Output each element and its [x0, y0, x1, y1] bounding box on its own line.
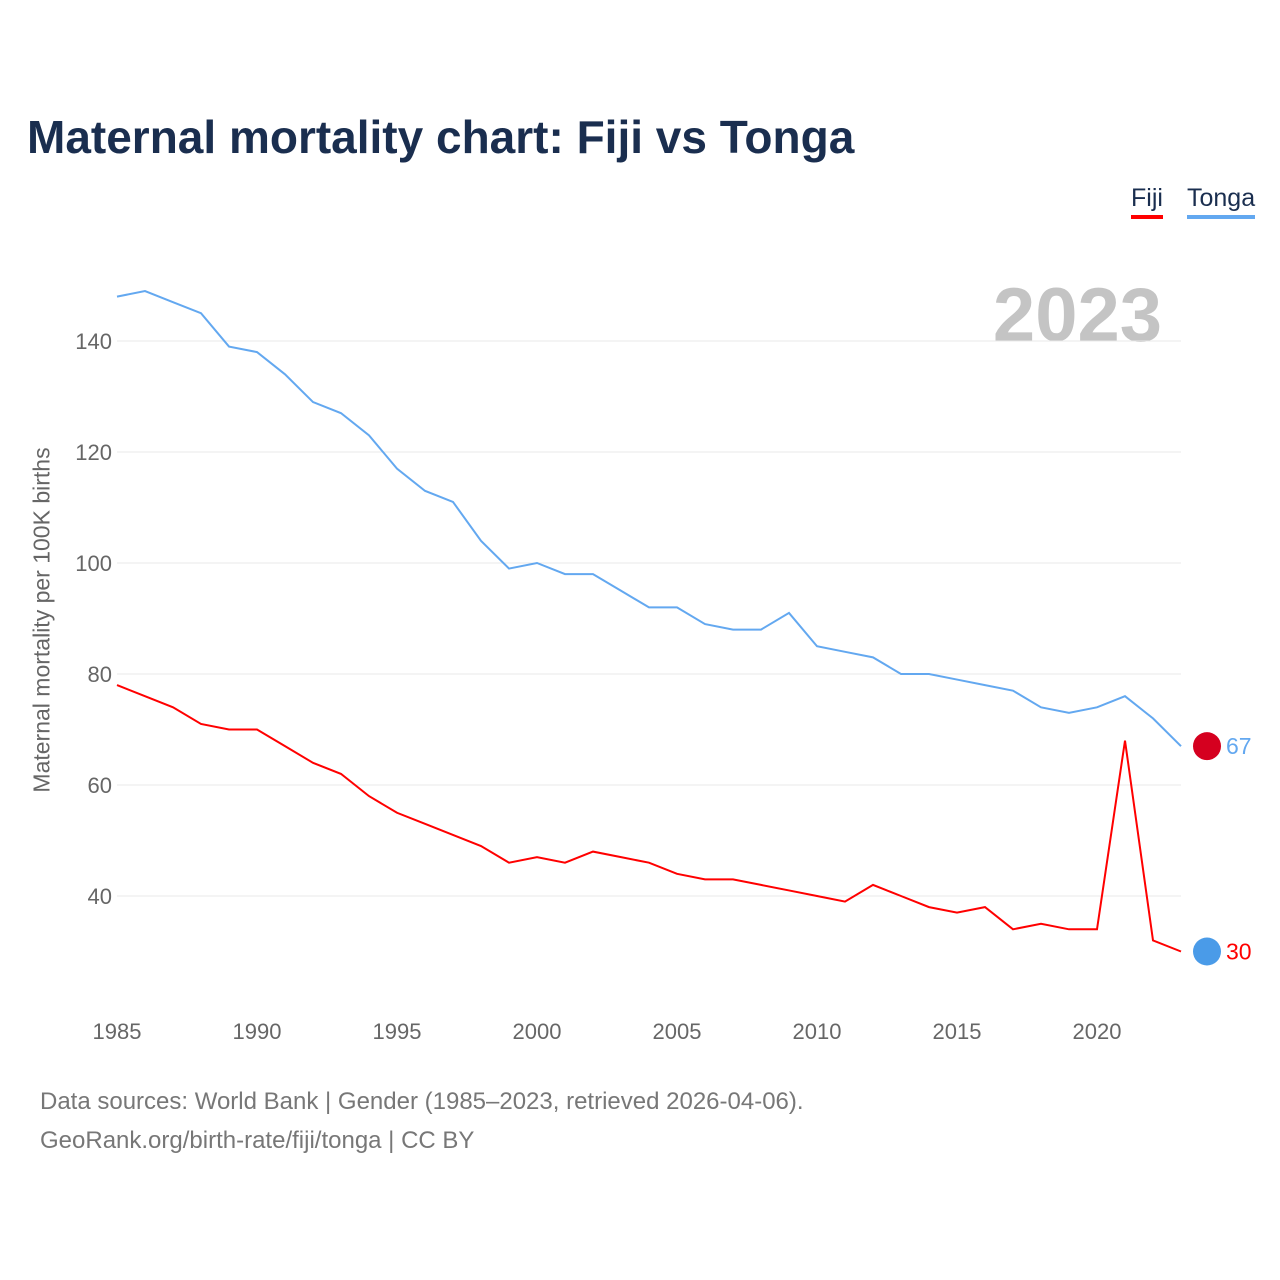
end-value-label: 30: [1226, 939, 1252, 965]
footer-link[interactable]: GeoRank.org/birth-rate/fiji/tonga | CC B…: [40, 1127, 475, 1154]
x-tick-label: 2010: [793, 1019, 842, 1044]
x-tick-label: 1985: [93, 1019, 142, 1044]
end-value-label: 67: [1226, 733, 1252, 759]
flag-icon-tonga: [1193, 732, 1221, 761]
y-tick-label: 140: [75, 329, 112, 354]
year-label: 2023: [992, 273, 1162, 358]
y-tick-label: 100: [75, 551, 112, 576]
footer-sources: Data sources: World Bank | Gender (1985–…: [40, 1088, 804, 1115]
y-tick-label: 80: [88, 662, 112, 687]
series-line-fiji: [116, 684, 1182, 953]
y-tick-label: 40: [88, 884, 112, 909]
x-tick-label: 2015: [933, 1019, 982, 1044]
y-tick-label: 60: [88, 773, 112, 798]
legend-tonga[interactable]: Tonga: [1187, 184, 1256, 219]
chart-title: Maternal mortality chart: Fiji vs Tonga: [27, 111, 855, 163]
series-line-tonga: [116, 290, 1182, 747]
x-tick-label: 2005: [653, 1019, 702, 1044]
x-tick-label: 1990: [233, 1019, 282, 1044]
flag-icon-fiji: [1193, 937, 1221, 966]
y-tick-label: 120: [75, 440, 112, 465]
legend-fiji[interactable]: Fiji: [1131, 184, 1163, 219]
x-tick-label: 2020: [1073, 1019, 1122, 1044]
x-tick-label: 1995: [373, 1019, 422, 1044]
x-tick-label: 2000: [513, 1019, 562, 1044]
